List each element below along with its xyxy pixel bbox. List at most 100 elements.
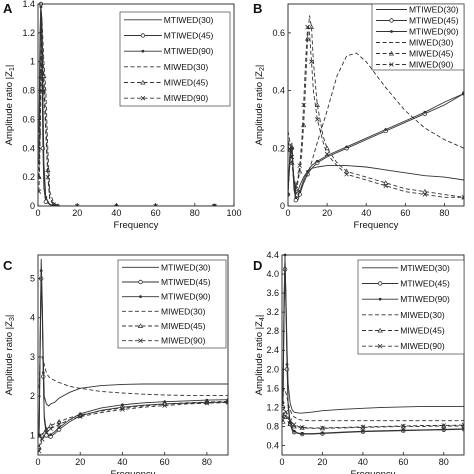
legend-marker <box>389 62 394 67</box>
series-mtiwed-45 <box>288 91 464 203</box>
data-point <box>422 188 428 194</box>
series-mtiwed-30 <box>288 142 464 196</box>
data-point <box>45 174 51 180</box>
data-point <box>344 171 349 177</box>
data-point <box>162 403 167 408</box>
data-point <box>283 414 289 419</box>
legend-entry: MTIWED(90) <box>164 46 214 56</box>
data-point <box>44 429 49 435</box>
data-point <box>308 24 315 30</box>
series-miwed-90 <box>288 24 464 200</box>
data-point <box>293 198 299 203</box>
data-point <box>56 418 62 424</box>
legend-marker <box>377 281 383 286</box>
x-tick-label: 40 <box>111 208 121 218</box>
y-axis-label-subscript: 4 <box>259 317 266 321</box>
data-point <box>48 422 54 428</box>
series-miwed-90 <box>282 405 464 431</box>
data-point <box>282 414 286 420</box>
y-tick-label: 1.6 <box>266 383 279 393</box>
data-point <box>361 429 365 433</box>
y-tick-label: 1.2 <box>22 28 35 38</box>
series-miwed-30 <box>288 52 464 196</box>
legend-marker <box>388 50 395 56</box>
x-tick-label: 80 <box>439 457 449 467</box>
data-point <box>422 192 428 197</box>
series-line <box>282 405 464 429</box>
data-point <box>289 159 295 165</box>
legend-entry: MIWED(30) <box>400 310 445 320</box>
data-point <box>51 201 56 206</box>
series-miwed-90 <box>38 47 217 206</box>
legend-marker <box>390 30 393 33</box>
x-tick-label: 80 <box>439 208 449 218</box>
series-line <box>288 142 464 196</box>
legend-entry: MTIWED(45) <box>400 279 450 289</box>
data-point <box>309 59 314 64</box>
y-tick-label: 2.0 <box>266 364 279 374</box>
legend-box <box>117 259 227 349</box>
y-axis-label: Amplitude ratio |Z1| <box>4 65 16 146</box>
x-tick-label: 0 <box>35 457 40 467</box>
data-point <box>39 5 43 9</box>
data-point <box>383 183 389 189</box>
data-point <box>77 414 83 419</box>
x-tick-label: 60 <box>151 208 161 218</box>
data-point <box>285 363 289 366</box>
y-tick-label: 2.4 <box>266 345 279 355</box>
data-point <box>289 154 295 160</box>
data-point <box>38 189 42 194</box>
data-point <box>287 421 293 426</box>
x-tick-label: 60 <box>398 457 408 467</box>
series-line <box>288 15 464 198</box>
data-point <box>287 418 293 423</box>
y-tick-label: 3.2 <box>266 307 279 317</box>
legend-entry: MTIWED(45) <box>409 16 459 26</box>
x-tick-label: 0 <box>285 208 290 218</box>
legend-entry: MTIWED(30) <box>400 263 450 273</box>
legend-entry: MTIWED(90) <box>161 292 211 302</box>
data-point <box>39 432 45 438</box>
y-axis-label-subscript: 3 <box>9 317 16 321</box>
panel-d: D 0 20 40 60 80 0.4 0.8 1.2 1.6 2.0 2.4 2.8 3.2 3.6 4.0… <box>253 250 465 474</box>
x-tick-label: 80 <box>190 208 200 218</box>
series-line <box>288 93 464 198</box>
legend-marker <box>140 79 146 85</box>
y-axis-label-tail: | <box>254 315 265 317</box>
data-point <box>43 199 49 204</box>
data-point <box>345 145 349 149</box>
data-point <box>292 429 296 433</box>
y-tick-label: 0.2 <box>272 143 285 153</box>
y-axis-label-main: Amplitude ratio |Z <box>254 321 265 395</box>
y-tick-label: 3.6 <box>266 288 279 298</box>
y-tick-label: 1 <box>30 57 35 67</box>
data-point <box>320 425 325 431</box>
y-tick-label: 0.4 <box>266 440 279 450</box>
legend-entry: MIWED(45) <box>161 321 206 331</box>
data-point <box>384 128 388 131</box>
data-point <box>293 185 299 191</box>
x-tick-label: 40 <box>358 457 368 467</box>
y-axis-label-tail: | <box>4 315 15 317</box>
legend-entry: MTIWED(30) <box>161 262 211 272</box>
data-point <box>401 423 406 429</box>
series-line <box>282 254 464 435</box>
data-point <box>41 371 45 375</box>
panel-letter: A <box>3 1 13 16</box>
data-point <box>297 163 303 168</box>
data-point <box>293 183 299 189</box>
panel-letter: C <box>3 258 13 273</box>
series-line <box>38 356 228 396</box>
legend-entry: MTIWED(45) <box>164 31 214 41</box>
y-tick-label: 0 <box>30 201 35 211</box>
legend-marker <box>137 323 144 328</box>
panel-letter: D <box>253 258 262 273</box>
y-tick-label: 0.8 <box>266 421 279 431</box>
legend: MTIWED(30) MTIWED(45) MTIWED(90) MIWED(30) M… <box>119 11 231 107</box>
legend-entry: MIWED(45) <box>164 78 209 88</box>
data-point <box>301 102 306 108</box>
x-axis-label: Frequency <box>111 469 156 474</box>
legend-marker <box>140 95 146 101</box>
legend: MTIWED(30) MTIWED(45) MTIWED(90) MIWED(30) M… <box>117 259 227 349</box>
